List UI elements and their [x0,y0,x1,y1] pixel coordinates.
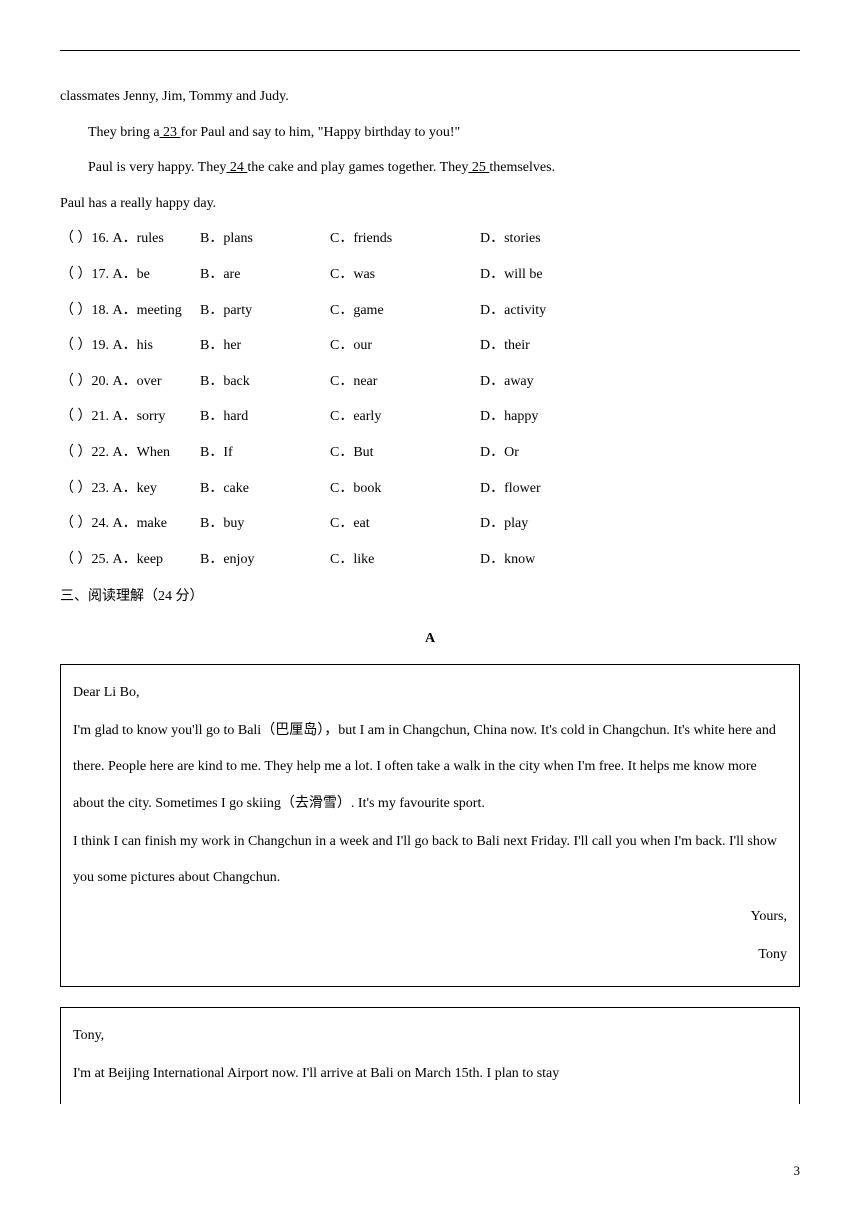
option-a: （ ）22. A．When [60,436,200,470]
option-d: D．activity [480,294,610,328]
option-c: C．near [330,365,480,399]
option-b: B．buy [200,507,330,541]
option-d: D．Or [480,436,610,470]
letter-2-box: Tony, I'm at Beijing International Airpo… [60,1007,800,1105]
question-19: （ ）19. A．his B．her C．our D．their [60,329,800,363]
option-d: D．stories [480,222,610,256]
letter-1-signature: Tony [73,937,787,973]
option-c: C．early [330,400,480,434]
option-c: C．game [330,294,480,328]
option-b: B．enjoy [200,543,330,577]
option-b: B．are [200,258,330,292]
option-d: D．away [480,365,610,399]
option-b: B．her [200,329,330,363]
question-24: （ ）24. A．make B．buy C．eat D．play [60,507,800,541]
question-25: （ ）25. A．keep B．enjoy C．like D．know [60,543,800,577]
option-d: D．their [480,329,610,363]
option-a: （ ）16. A．rules [60,222,200,256]
option-b: B．cake [200,472,330,506]
blank-25: 25 [468,160,489,175]
option-b: B．back [200,365,330,399]
option-b: B．party [200,294,330,328]
paragraph-line-3: Paul is very happy. They 24 the cake and… [60,151,800,185]
option-c: C．was [330,258,480,292]
paragraph-line-4: Paul has a really happy day. [60,187,800,221]
option-a: （ ）25. A．keep [60,543,200,577]
letter-1-greeting: Dear Li Bo, [73,675,787,711]
option-c: C．book [330,472,480,506]
passage-label-a: A [60,622,800,656]
option-a: （ ）24. A．make [60,507,200,541]
letter-1-box: Dear Li Bo, I'm glad to know you'll go t… [60,664,800,987]
option-d: D．know [480,543,610,577]
text-post: for Paul and say to him, "Happy birthday… [181,125,461,140]
option-d: D．flower [480,472,610,506]
option-a: （ ）23. A．key [60,472,200,506]
blank-23: 23 [160,125,181,140]
option-b: B．hard [200,400,330,434]
letter-2-greeting: Tony, [73,1018,787,1054]
question-16: （ ）16. A．rules B．plans C．friends D．stori… [60,222,800,256]
option-a: （ ）19. A．his [60,329,200,363]
option-a: （ ）17. A．be [60,258,200,292]
option-c: C．like [330,543,480,577]
section-title-reading: 三、阅读理解（24 分） [60,580,800,614]
paragraph-line-1: classmates Jenny, Jim, Tommy and Judy. [60,80,800,114]
letter-1-body-1: I'm glad to know you'll go to Bali（巴厘岛），… [73,713,787,822]
question-22: （ ）22. A．When B．If C．But D．Or [60,436,800,470]
option-d: D．play [480,507,610,541]
option-a: （ ）21. A．sorry [60,400,200,434]
letter-1-body-2: I think I can finish my work in Changchu… [73,824,787,897]
option-a: （ ）20. A．over [60,365,200,399]
question-17: （ ）17. A．be B．are C．was D．will be [60,258,800,292]
text-mid: the cake and play games together. They [247,160,468,175]
option-c: C．friends [330,222,480,256]
text-post: themselves. [489,160,555,175]
page-number: 3 [794,1155,801,1186]
question-23: （ ）23. A．key B．cake C．book D．flower [60,472,800,506]
letter-2-body-1: I'm at Beijing International Airport now… [73,1056,787,1092]
option-d: D．will be [480,258,610,292]
question-18: （ ）18. A．meeting B．party C．game D．activi… [60,294,800,328]
option-c: C．eat [330,507,480,541]
option-b: B．If [200,436,330,470]
letter-1-closing: Yours, [73,899,787,935]
option-c: C．But [330,436,480,470]
option-a: （ ）18. A．meeting [60,294,200,328]
text-pre: They bring a [88,125,160,140]
blank-24: 24 [226,160,247,175]
option-c: C．our [330,329,480,363]
paragraph-line-2: They bring a 23 for Paul and say to him,… [60,116,800,150]
question-21: （ ）21. A．sorry B．hard C．early D．happy [60,400,800,434]
option-b: B．plans [200,222,330,256]
question-20: （ ）20. A．over B．back C．near D．away [60,365,800,399]
option-d: D．happy [480,400,610,434]
text-pre: Paul is very happy. They [88,160,226,175]
